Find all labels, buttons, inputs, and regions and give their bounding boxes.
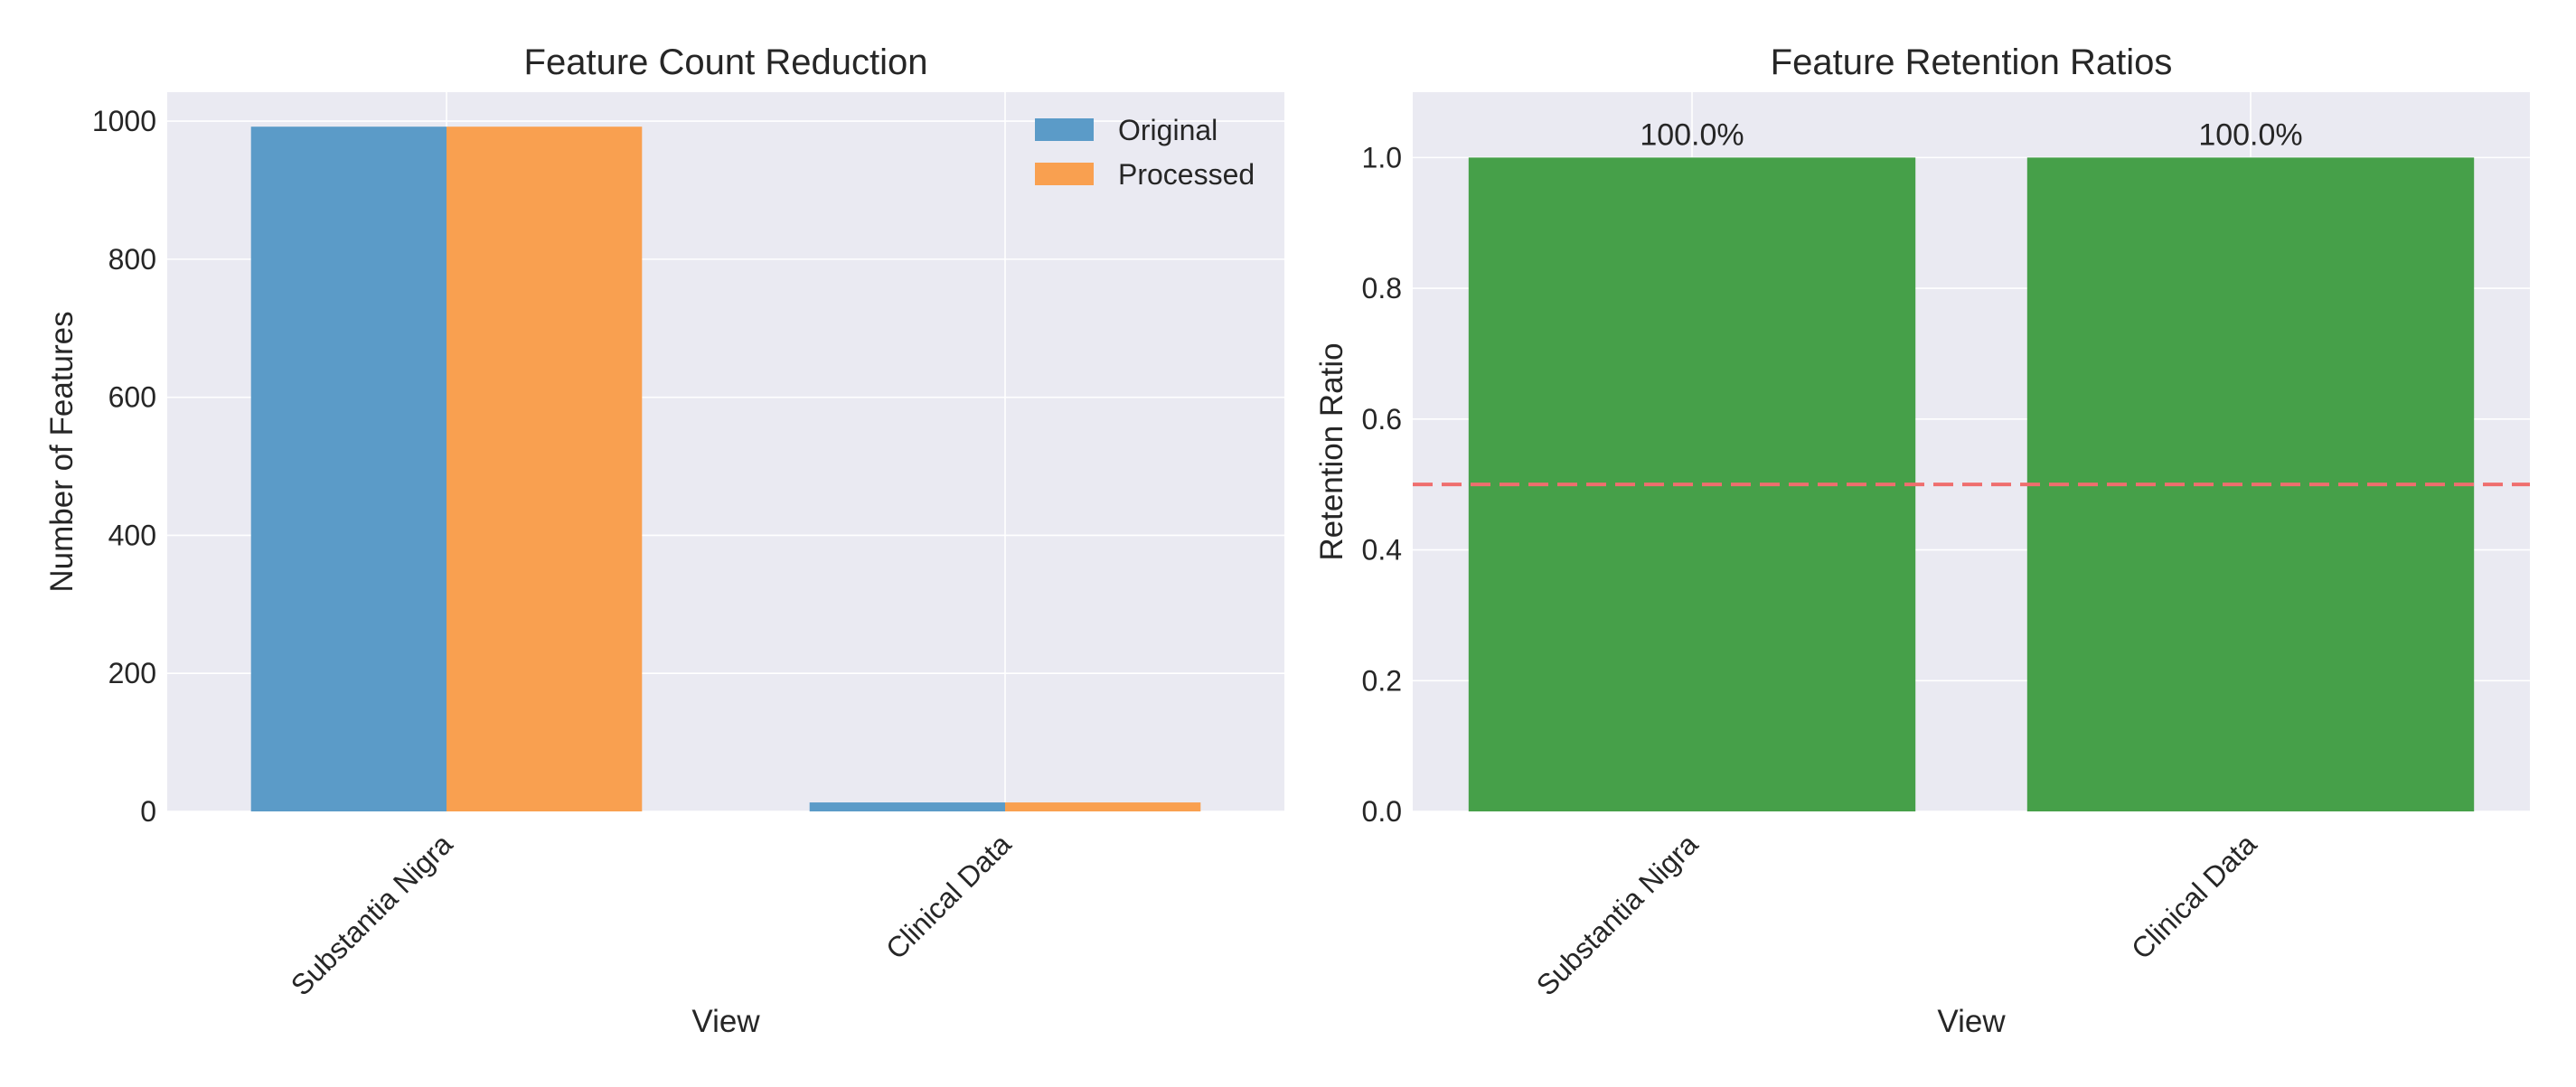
y-tick-labels: 0 200 400 600 800 1000 xyxy=(92,105,156,828)
y-tick-label: 1000 xyxy=(92,105,156,137)
bar-value-labels: 100.0% 100.0% xyxy=(1640,117,2302,152)
retention-ratio-chart: 100.0% 100.0% 0.0 0.2 0.4 0.6 0.8 1.0 Substant… xyxy=(1314,42,2530,1039)
legend-label-original: Original xyxy=(1118,114,1217,146)
x-tick-label: Clinical Data xyxy=(2125,828,2263,966)
legend: Original Processed xyxy=(1035,114,1255,191)
y-tick-label: 0.0 xyxy=(1362,795,1402,828)
bar-processed xyxy=(447,127,643,811)
y-tick-label: 200 xyxy=(108,657,156,689)
bar-value-label: 100.0% xyxy=(1640,117,1744,152)
feature-count-chart: 0 200 400 600 800 1000 Substantia Nigra Clinic… xyxy=(44,42,1284,1039)
chart-title: Feature Count Reduction xyxy=(524,42,928,82)
y-tick-label: 800 xyxy=(108,243,156,276)
chart-title: Feature Retention Ratios xyxy=(1771,42,2173,82)
legend-swatch-original xyxy=(1035,118,1094,141)
x-axis-label: View xyxy=(1937,1004,2006,1039)
y-axis-label: Number of Features xyxy=(44,311,80,592)
y-tick-labels: 0.0 0.2 0.4 0.6 0.8 1.0 xyxy=(1362,141,1402,828)
y-tick-label: 1.0 xyxy=(1362,141,1402,173)
y-tick-label: 600 xyxy=(108,381,156,414)
y-tick-label: 400 xyxy=(108,519,156,551)
legend-swatch-processed xyxy=(1035,163,1094,185)
x-tick-labels: Substantia Nigra Clinical Data xyxy=(285,828,1018,1002)
y-tick-label: 0.8 xyxy=(1362,272,1402,305)
bar-processed xyxy=(1005,802,1201,811)
y-axis-label: Retention Ratio xyxy=(1314,342,1349,560)
x-axis-label: View xyxy=(691,1004,760,1039)
x-tick-label: Substantia Nigra xyxy=(285,828,459,1002)
x-tick-label: Clinical Data xyxy=(879,828,1018,966)
bars xyxy=(250,127,1201,811)
x-tick-label: Substantia Nigra xyxy=(1530,828,1705,1002)
x-tick-labels: Substantia Nigra Clinical Data xyxy=(1530,828,2263,1002)
y-tick-label: 0.4 xyxy=(1362,534,1402,567)
bar-original xyxy=(250,127,447,811)
bar-original xyxy=(809,802,1005,811)
y-tick-label: 0 xyxy=(140,795,156,828)
y-tick-label: 0.2 xyxy=(1362,664,1402,697)
bar-value-label: 100.0% xyxy=(2198,117,2302,152)
legend-label-processed: Processed xyxy=(1118,158,1255,191)
y-tick-label: 0.6 xyxy=(1362,403,1402,436)
